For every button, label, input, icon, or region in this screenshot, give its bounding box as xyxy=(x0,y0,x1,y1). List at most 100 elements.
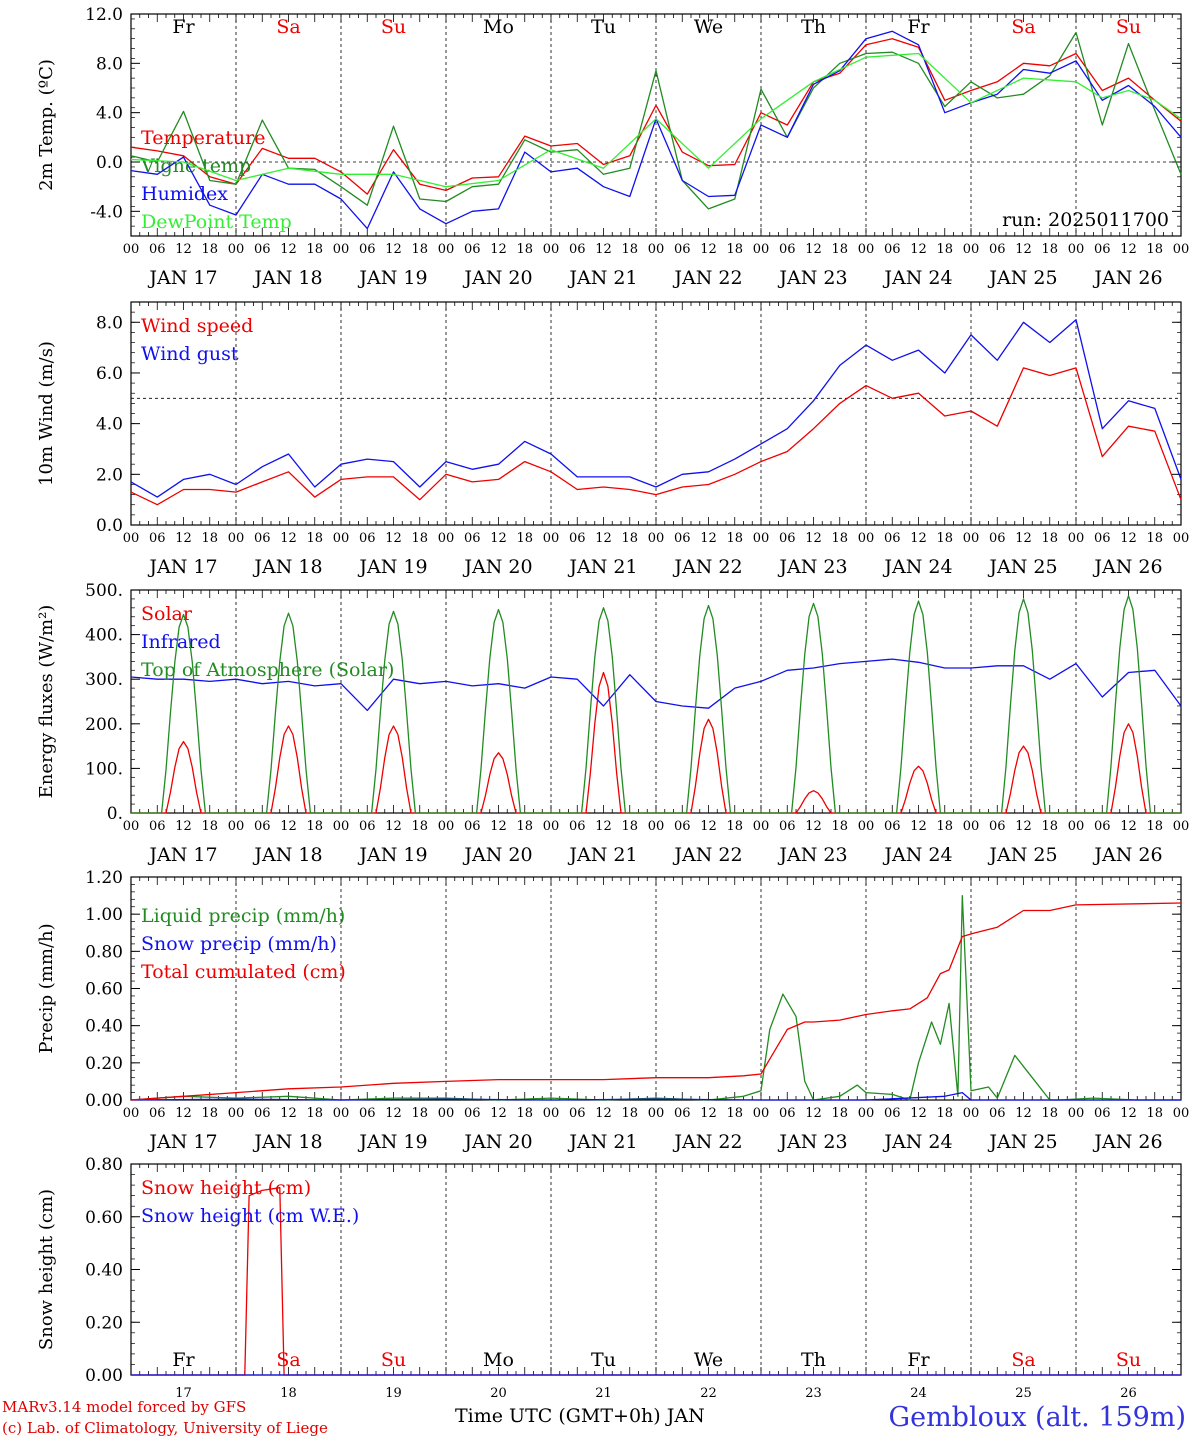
series-line-wind-speed xyxy=(130,367,1182,506)
y-tick-label: 4.0 xyxy=(96,104,123,124)
series-line-top-of-atmosphere-solar xyxy=(131,595,1181,814)
y-axis-label: Snow height (cm) xyxy=(36,1189,57,1350)
hour-tick-label: 06 xyxy=(359,819,376,834)
hour-tick-label: 00 xyxy=(858,1106,875,1121)
hour-tick-label: 18 xyxy=(621,1106,638,1121)
hour-tick-label: 12 xyxy=(175,242,192,257)
day-label: JAN 19 xyxy=(357,556,427,578)
hour-tick-label: 18 xyxy=(411,242,428,257)
day-label: JAN 24 xyxy=(882,844,952,866)
hour-tick-label: 06 xyxy=(254,531,271,546)
day-label: JAN 22 xyxy=(672,556,742,578)
hour-tick-label: 12 xyxy=(910,531,927,546)
hour-tick-label: 18 xyxy=(306,819,323,834)
day-label: JAN 25 xyxy=(987,844,1057,866)
hour-tick-label: 06 xyxy=(149,242,166,257)
hour-tick-label: 12 xyxy=(805,242,822,257)
hour-tick-label: 18 xyxy=(1146,242,1163,257)
hour-tick-label: 00 xyxy=(438,531,455,546)
hour-tick-label: 18 xyxy=(831,819,848,834)
y-tick-label: 4.0 xyxy=(96,415,123,435)
hour-tick-label: 00 xyxy=(963,242,980,257)
series-line-snow-precip-mm-h xyxy=(130,1091,1181,1101)
day-label: JAN 24 xyxy=(882,556,952,578)
hour-tick-label: 18 xyxy=(726,1106,743,1121)
day-number-label: 24 xyxy=(910,1386,927,1400)
day-label: JAN 23 xyxy=(777,1131,847,1153)
day-label: JAN 18 xyxy=(252,844,322,866)
hour-tick-label: 12 xyxy=(175,819,192,834)
hour-tick-label: 06 xyxy=(779,531,796,546)
weekday-label: Su xyxy=(1116,1349,1141,1371)
hour-tick-label: 06 xyxy=(464,531,481,546)
hour-tick-label: 18 xyxy=(411,1106,428,1121)
hour-tick-label: 12 xyxy=(490,242,507,257)
y-tick-label: -4.0 xyxy=(90,202,123,222)
series-line-temperature xyxy=(130,38,1182,195)
day-label: JAN 24 xyxy=(882,267,952,289)
weekday-label: Fr xyxy=(172,1349,195,1371)
hour-tick-label: 06 xyxy=(1094,531,1111,546)
hour-tick-label: 12 xyxy=(175,1106,192,1121)
hour-tick-label: 06 xyxy=(569,819,586,834)
hour-tick-label: 18 xyxy=(411,819,428,834)
hour-tick-label: 18 xyxy=(831,1106,848,1121)
hour-tick-label: 00 xyxy=(648,819,665,834)
day-label: JAN 17 xyxy=(147,556,217,578)
hour-tick-label: 00 xyxy=(438,819,455,834)
y-tick-label: 12.0 xyxy=(85,5,123,25)
legend-wind-speed: Wind speed xyxy=(141,315,253,337)
hour-tick-label: 12 xyxy=(280,531,297,546)
hour-tick-label: 12 xyxy=(1015,242,1032,257)
hour-tick-label: 00 xyxy=(123,1106,140,1121)
legend-infrared: Infrared xyxy=(141,631,221,653)
hour-tick-label: 00 xyxy=(753,819,770,834)
hour-tick-label: 00 xyxy=(438,1106,455,1121)
hour-tick-label: 06 xyxy=(359,242,376,257)
hour-tick-label: 06 xyxy=(149,531,166,546)
hour-tick-label: 00 xyxy=(123,242,140,257)
hour-tick-label: 00 xyxy=(1173,531,1190,546)
day-label: JAN 22 xyxy=(672,844,742,866)
hour-tick-label: 18 xyxy=(831,531,848,546)
hour-tick-label: 00 xyxy=(858,819,875,834)
hour-tick-label: 06 xyxy=(779,242,796,257)
hour-tick-label: 00 xyxy=(1173,1106,1190,1121)
day-label: JAN 18 xyxy=(252,267,322,289)
panel-1: -4.0 0.0 4.0 8.0 12.0 2m Temp. (ºC) 00 06 12 18 JA… xyxy=(36,5,1189,289)
weekday-label: Sa xyxy=(1011,16,1035,38)
weekday-label: Th xyxy=(801,16,826,38)
day-number-label: 21 xyxy=(595,1386,612,1400)
hour-tick-label: 12 xyxy=(1120,531,1137,546)
hour-tick-label: 00 xyxy=(858,531,875,546)
hour-tick-label: 00 xyxy=(228,819,245,834)
hour-tick-label: 00 xyxy=(333,1106,350,1121)
y-tick-label: 0.0 xyxy=(96,516,123,536)
hour-tick-label: 06 xyxy=(674,1106,691,1121)
hour-tick-label: 06 xyxy=(149,1106,166,1121)
hour-tick-label: 18 xyxy=(411,531,428,546)
y-tick-label: 0.80 xyxy=(85,942,123,962)
legend-snow-height-cm-w-e: Snow height (cm W.E.) xyxy=(141,1205,359,1227)
hour-tick-label: 18 xyxy=(936,242,953,257)
y-tick-label: 0.20 xyxy=(85,1313,123,1333)
hour-tick-label: 12 xyxy=(280,819,297,834)
y-tick-label: 400. xyxy=(85,626,123,646)
hour-tick-label: 12 xyxy=(385,242,402,257)
hour-tick-label: 18 xyxy=(306,1106,323,1121)
station-label: Gembloux (alt. 159m) xyxy=(888,1402,1186,1433)
hour-tick-label: 18 xyxy=(201,242,218,257)
hour-tick-label: 00 xyxy=(228,242,245,257)
weekday-label: Th xyxy=(801,1349,826,1371)
day-label: JAN 26 xyxy=(1092,267,1162,289)
hour-tick-label: 12 xyxy=(280,1106,297,1121)
hour-tick-label: 12 xyxy=(700,531,717,546)
hour-tick-label: 12 xyxy=(595,242,612,257)
y-axis-label: Precip (mm/h) xyxy=(36,923,57,1053)
hour-tick-label: 18 xyxy=(516,1106,533,1121)
hour-tick-label: 18 xyxy=(936,1106,953,1121)
y-tick-label: 2.0 xyxy=(96,465,123,485)
hour-tick-label: 18 xyxy=(306,531,323,546)
day-label: JAN 17 xyxy=(147,267,217,289)
hour-tick-label: 12 xyxy=(1015,531,1032,546)
